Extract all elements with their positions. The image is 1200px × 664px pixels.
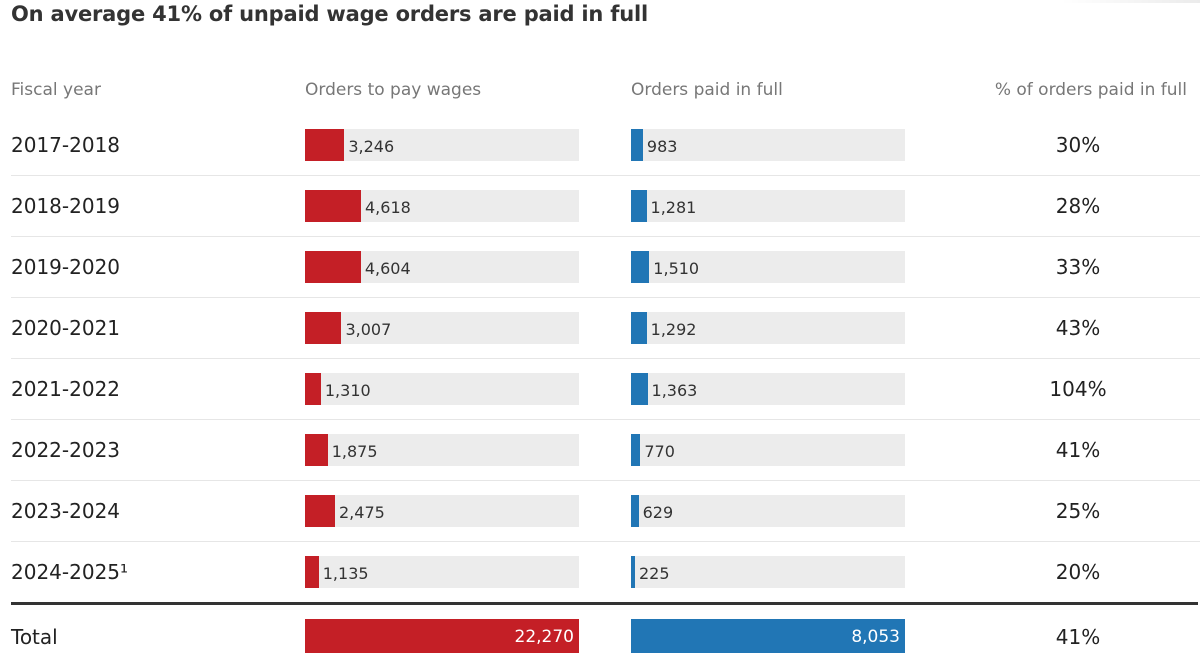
fiscal-year-cell: 2021-2022 [11, 377, 121, 401]
paid-bar-track: 629 [631, 495, 905, 527]
paid-bar [631, 129, 643, 161]
paid-value: 225 [639, 564, 670, 583]
orders-value: 4,604 [364, 259, 411, 278]
fiscal-year-cell: 2019-2020 [11, 255, 121, 279]
total-orders-value: 22,270 [514, 627, 574, 647]
percent-paid-cell: 33% [1055, 255, 1101, 279]
paid-bar-track: 770 [631, 434, 905, 466]
orders-bar-track: 3,007 [305, 312, 579, 344]
row-divider [11, 480, 1200, 481]
fiscal-year-cell: 2017-2018 [11, 133, 121, 157]
orders-bar-track: 1,135 [305, 556, 579, 588]
orders-bar [305, 190, 361, 222]
orders-bar [305, 373, 321, 405]
orders-bar [305, 495, 335, 527]
orders-bar-track: 1,310 [305, 373, 579, 405]
paid-bar-track: 1,281 [631, 190, 905, 222]
percent-paid-cell: 20% [1055, 560, 1101, 584]
header-orders-to-pay-wages: Orders to pay wages [305, 80, 482, 100]
paid-value: 1,510 [653, 259, 700, 278]
chart-title: On average 41% of unpaid wage orders are… [11, 2, 648, 26]
fiscal-year-cell: 2023-2024 [11, 499, 121, 523]
percent-paid-cell: 41% [1055, 438, 1101, 462]
table-row: 2019-2020 4,604 1,510 33% [11, 237, 1200, 298]
paid-bar-track: 983 [631, 129, 905, 161]
percent-paid-cell: 104% [1049, 377, 1107, 401]
orders-bar [305, 312, 342, 344]
row-divider [11, 419, 1200, 420]
paid-bar [631, 312, 647, 344]
paid-value: 1,363 [651, 381, 698, 400]
total-percent: 41% [1055, 625, 1101, 649]
orders-bar-track: 4,618 [305, 190, 579, 222]
paid-value: 1,292 [650, 320, 697, 339]
paid-value: 1,281 [650, 198, 697, 217]
paid-bar-track: 225 [631, 556, 905, 588]
orders-value: 2,475 [339, 503, 385, 522]
percent-paid-cell: 28% [1055, 194, 1101, 218]
paid-value: 983 [646, 137, 678, 156]
orders-bar-track: 1,875 [305, 434, 579, 466]
fiscal-year-cell: 2022-2023 [11, 438, 121, 462]
total-orders-bar: 22,270 [305, 619, 579, 653]
header-fiscal-year: Fiscal year [11, 80, 101, 100]
orders-bar-track: 2,475 [305, 495, 579, 527]
paid-bar [631, 251, 650, 283]
row-divider [11, 541, 1200, 542]
paid-bar [631, 434, 641, 466]
orders-value: 3,246 [348, 137, 395, 156]
orders-bar [305, 129, 345, 161]
fiscal-year-cell: 2024-2025¹ [11, 560, 129, 584]
percent-paid-cell: 43% [1055, 316, 1101, 340]
percent-paid-cell: 30% [1055, 133, 1101, 157]
paid-bar-track: 1,510 [631, 251, 905, 283]
orders-value: 1,135 [322, 564, 369, 583]
table-row: 2022-2023 1,875 770 41% [11, 420, 1200, 481]
orders-bar-track: 4,604 [305, 251, 579, 283]
paid-bar [631, 373, 648, 405]
total-row: Total 22,270 8,053 41% [11, 605, 1200, 664]
paid-bar-track: 1,363 [631, 373, 905, 405]
orders-bar [305, 251, 361, 283]
table-row: 2024-2025¹ 1,135 225 20% [11, 542, 1200, 603]
total-paid-value: 8,053 [851, 627, 900, 647]
table-row: 2023-2024 2,475 629 25% [11, 481, 1200, 542]
row-divider [11, 358, 1200, 359]
table-row: 2018-2019 4,618 1,281 28% [11, 176, 1200, 237]
paid-value: 629 [642, 503, 674, 522]
row-divider [11, 297, 1200, 298]
percent-paid-cell: 25% [1055, 499, 1101, 523]
fiscal-year-cell: 2018-2019 [11, 194, 121, 218]
orders-bar [305, 556, 319, 588]
paid-value: 770 [644, 442, 675, 461]
orders-bar-track: 3,246 [305, 129, 579, 161]
header-percent-paid: % of orders paid in full [994, 80, 1187, 100]
orders-value: 1,310 [324, 381, 371, 400]
fiscal-year-cell: 2020-2021 [11, 316, 121, 340]
table-row: 2020-2021 3,007 1,292 43% [11, 298, 1200, 359]
row-divider [11, 175, 1200, 176]
orders-value: 1,875 [331, 442, 378, 461]
total-paid-bar: 8,053 [631, 619, 905, 653]
table-row: 2021-2022 1,310 1,363 104% [11, 359, 1200, 420]
paid-bar [631, 190, 647, 222]
row-divider [11, 236, 1200, 237]
paid-bar [631, 495, 639, 527]
orders-value: 4,618 [365, 198, 411, 217]
header-orders-paid-in-full: Orders paid in full [631, 80, 783, 100]
paid-bar [631, 556, 635, 588]
corner-shadow [1060, 0, 1200, 3]
table-row: 2017-2018 3,246 983 30% [11, 115, 1200, 176]
orders-value: 3,007 [345, 320, 392, 339]
total-label: Total [11, 625, 58, 649]
total-divider [11, 602, 1198, 605]
orders-bar [305, 434, 328, 466]
paid-bar-track: 1,292 [631, 312, 905, 344]
